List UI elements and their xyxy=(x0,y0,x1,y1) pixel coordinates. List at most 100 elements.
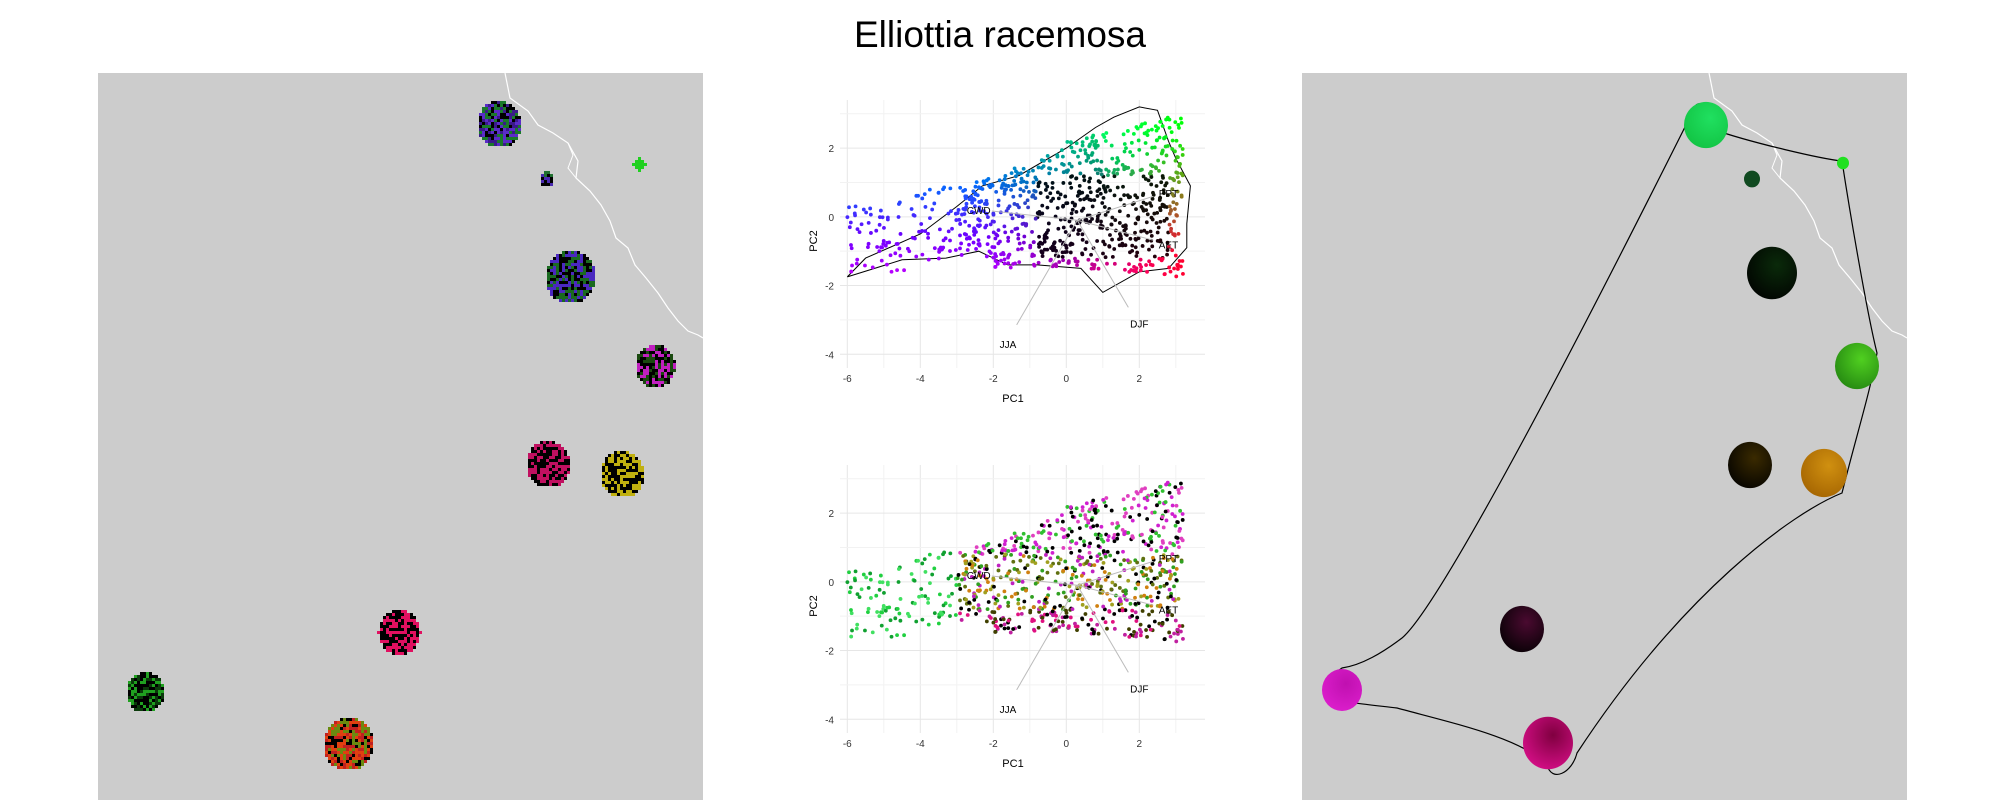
raster-cell xyxy=(564,462,567,465)
data-point xyxy=(912,213,917,218)
data-point xyxy=(1172,178,1176,183)
data-point xyxy=(1091,524,1096,529)
raster-cell xyxy=(640,363,643,366)
raster-cell xyxy=(655,360,658,363)
data-point xyxy=(1095,171,1100,176)
data-point xyxy=(1002,556,1007,561)
data-point xyxy=(1171,565,1176,570)
raster-cell xyxy=(358,727,361,730)
raster-cell xyxy=(364,730,367,733)
data-point xyxy=(1180,259,1185,263)
raster-cell xyxy=(552,450,555,453)
vector-label-cwd: CWD xyxy=(967,206,991,217)
raster-cell xyxy=(555,456,558,459)
raster-cell xyxy=(586,260,589,263)
data-point xyxy=(1110,580,1115,585)
raster-cell xyxy=(561,447,564,450)
raster-cell xyxy=(395,628,398,631)
data-point xyxy=(1069,510,1074,515)
data-point xyxy=(1106,173,1110,178)
data-point xyxy=(1170,503,1175,508)
raster-cell xyxy=(325,751,328,754)
data-point xyxy=(1064,201,1069,206)
raster-cell xyxy=(617,484,620,487)
vector-label-djf: DJF xyxy=(1130,684,1148,695)
raster-cell xyxy=(670,354,673,357)
raster-cell xyxy=(623,463,626,466)
raster-cell xyxy=(664,351,667,354)
raster-cell xyxy=(410,649,413,652)
raster-cell xyxy=(561,477,564,480)
data-point xyxy=(1078,171,1083,176)
data-point xyxy=(959,618,964,622)
data-point xyxy=(987,183,992,188)
data-point xyxy=(1021,554,1026,558)
data-point xyxy=(1101,184,1106,188)
raster-cell xyxy=(355,763,358,766)
raster-cell xyxy=(565,269,568,272)
raster-cell xyxy=(392,649,395,652)
data-point xyxy=(866,220,871,225)
raster-cell xyxy=(547,171,550,174)
raster-cell xyxy=(419,631,422,634)
raster-cell xyxy=(128,681,131,684)
raster-cell xyxy=(641,481,644,484)
data-point xyxy=(878,208,883,213)
data-point xyxy=(1154,221,1159,225)
raster-cell xyxy=(549,441,552,444)
raster-cell xyxy=(531,462,534,465)
data-point xyxy=(902,268,906,273)
raster-cell xyxy=(506,125,509,128)
data-point xyxy=(1177,624,1182,628)
data-point xyxy=(1067,526,1072,531)
raster-cell xyxy=(416,640,419,643)
raster-cell xyxy=(664,357,667,360)
data-point xyxy=(1177,529,1182,533)
data-point xyxy=(1032,188,1037,193)
data-point xyxy=(958,246,962,251)
raster-cell xyxy=(592,269,595,272)
data-point xyxy=(962,207,967,212)
raster-cell xyxy=(592,278,595,281)
raster-cell xyxy=(546,441,549,444)
data-point xyxy=(976,238,981,243)
data-point xyxy=(1176,487,1181,492)
raster-cell xyxy=(340,751,343,754)
raster-cell xyxy=(583,284,586,287)
data-point xyxy=(1145,517,1150,521)
data-point xyxy=(1147,612,1151,617)
raster-cell xyxy=(497,134,500,137)
raster-cell xyxy=(500,134,503,137)
raster-cell xyxy=(482,134,485,137)
raster-cell xyxy=(547,287,550,290)
raster-cell xyxy=(349,721,352,724)
raster-cell xyxy=(404,622,407,625)
raster-cell xyxy=(367,727,370,730)
raster-cell xyxy=(500,131,503,134)
raster-cell xyxy=(614,457,617,460)
raster-cell xyxy=(552,468,555,471)
raster-cell xyxy=(349,739,352,742)
raster-cell xyxy=(649,378,652,381)
raster-cell xyxy=(556,284,559,287)
raster-cell xyxy=(515,125,518,128)
raster-cell xyxy=(664,354,667,357)
data-point xyxy=(967,235,972,240)
raster-cell xyxy=(494,143,497,146)
data-point xyxy=(1112,533,1117,537)
data-point xyxy=(1070,514,1075,519)
raster-cell xyxy=(574,284,577,287)
raster-cell xyxy=(380,631,383,634)
data-point xyxy=(1049,199,1054,203)
data-point xyxy=(1076,519,1080,524)
raster-cell xyxy=(577,269,580,272)
raster-cell xyxy=(649,360,652,363)
raster-cell xyxy=(640,354,643,357)
raster-cell xyxy=(395,625,398,628)
data-point xyxy=(1149,127,1154,132)
raster-cell xyxy=(555,462,558,465)
data-point xyxy=(1169,229,1173,234)
raster-cell xyxy=(349,751,352,754)
raster-cell xyxy=(565,275,568,278)
data-point xyxy=(1150,164,1155,169)
